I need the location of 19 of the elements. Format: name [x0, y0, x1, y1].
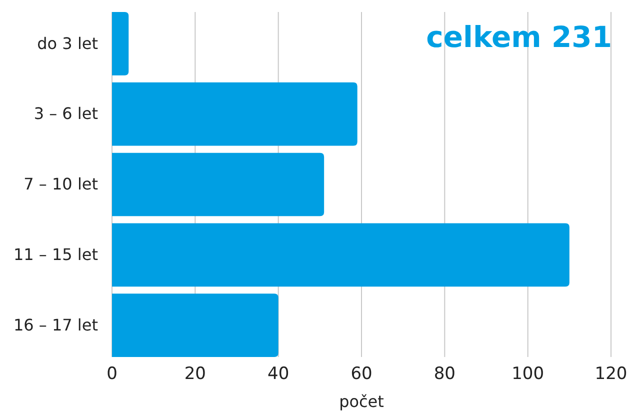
- x-tick-label: 40: [268, 364, 290, 384]
- bar: [112, 82, 358, 146]
- x-tick-label: 0: [106, 364, 118, 384]
- y-tick-label: 11 – 15 let: [13, 245, 98, 264]
- x-tick-label: 60: [350, 364, 372, 384]
- x-tick-label: 20: [184, 364, 206, 384]
- y-tick-label: 16 – 17 let: [13, 315, 98, 334]
- x-axis-title: počet: [339, 392, 384, 411]
- y-tick-label: 7 – 10 let: [24, 174, 98, 194]
- x-tick-label: 120: [594, 364, 627, 384]
- bar: [112, 294, 278, 357]
- bar: [112, 223, 570, 287]
- x-tick-label: 100: [512, 364, 544, 384]
- bar: [112, 152, 324, 216]
- x-tick-label: 80: [434, 364, 456, 384]
- y-tick-label: do 3 let: [37, 34, 98, 53]
- bar: [112, 12, 129, 76]
- annotation: celkem 231: [426, 20, 612, 54]
- y-tick-label: 3 – 6 let: [34, 104, 98, 124]
